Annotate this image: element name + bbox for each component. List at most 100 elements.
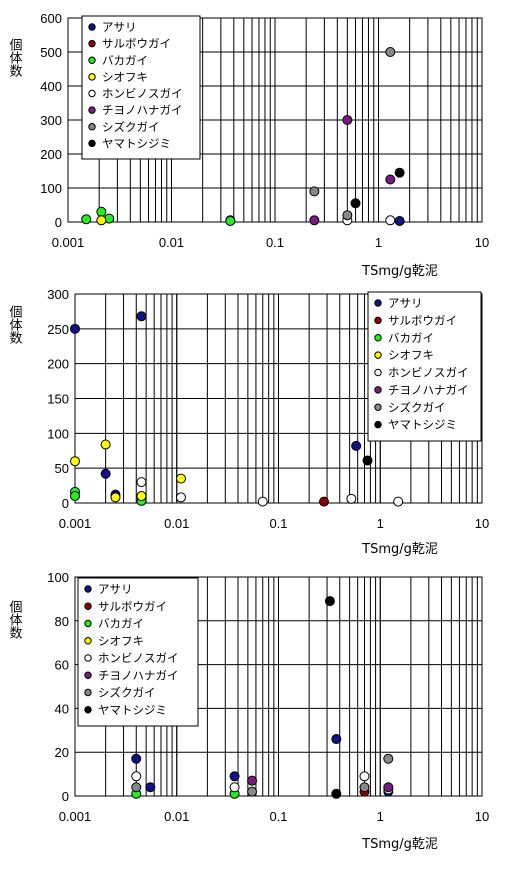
data-point: [136, 477, 147, 488]
data-point: [331, 788, 342, 799]
legend-label: ホンビノスガイ: [102, 87, 183, 101]
data-point: [145, 782, 156, 793]
y-tick-label: 60: [55, 658, 69, 673]
legend-label: チヨノハナガイ: [98, 668, 179, 682]
data-point: [229, 782, 240, 793]
data-point: [175, 492, 186, 503]
legend-label: ホンビノスガイ: [98, 651, 179, 665]
data-point: [229, 771, 240, 782]
data-point: [247, 775, 258, 786]
data-point: [346, 493, 357, 504]
x-tick-label: 0.01: [164, 516, 189, 531]
legend-label: アサリ: [388, 296, 423, 310]
legend-box: [81, 15, 201, 160]
legend-label: バカガイ: [388, 331, 434, 345]
y-tick-label: 200: [47, 357, 69, 372]
y-axis-label: 個体数: [7, 305, 23, 344]
data-point: [131, 771, 142, 782]
data-point: [136, 311, 147, 322]
y-tick-label: 100: [47, 570, 69, 585]
data-point: [350, 198, 361, 209]
legend-marker: [88, 23, 96, 31]
y-tick-label: 300: [40, 113, 62, 128]
legend-label: サルボウガイ: [98, 599, 167, 613]
legend-label: サルボウガイ: [102, 37, 171, 51]
data-point: [342, 115, 353, 125]
plot-area-border: [74, 576, 483, 797]
data-point: [131, 782, 142, 793]
legend-marker: [88, 73, 96, 81]
x-tick-label: 10: [475, 516, 489, 531]
legend-label: チヨノハナガイ: [388, 383, 469, 397]
legend-label: ヤマトシジミ: [102, 136, 171, 150]
data-point: [136, 491, 147, 502]
x-tick-label: 1: [377, 516, 384, 531]
y-tick-label: 500: [40, 45, 62, 60]
y-axis-label: 個体数: [7, 600, 23, 639]
legend-marker: [88, 106, 96, 114]
data-point: [110, 492, 121, 503]
x-tick-label: 0.01: [159, 235, 184, 250]
data-point: [394, 167, 405, 178]
data-point: [318, 496, 329, 507]
legend-box: [77, 577, 199, 727]
data-point: [96, 206, 107, 217]
data-point: [175, 473, 186, 484]
x-axis-label: TSmg/g乾泥: [361, 264, 438, 279]
legend-marker: [84, 654, 92, 662]
legend-marker: [374, 316, 382, 325]
data-point: [383, 753, 394, 764]
legend-label: シズクガイ: [102, 120, 160, 134]
data-point: [359, 771, 370, 782]
legend-marker: [84, 671, 92, 679]
y-tick-label: 0: [62, 496, 69, 511]
x-axis-label: TSmg/g乾泥: [361, 542, 438, 557]
x-tick-label: 0.001: [59, 516, 92, 531]
data-point: [324, 596, 335, 607]
y-tick-label: 400: [40, 79, 62, 94]
legend-label: アサリ: [102, 20, 137, 34]
legend-label: シオフキ: [98, 634, 144, 648]
data-point: [309, 186, 320, 197]
y-tick-label: 150: [47, 392, 69, 407]
x-tick-label: 10: [475, 809, 489, 824]
data-point: [81, 214, 92, 225]
data-point: [70, 491, 80, 502]
legend-marker: [374, 334, 382, 342]
plot-area-border: [74, 293, 483, 504]
x-tick-label: 0.001: [52, 235, 85, 250]
data-point: [247, 786, 258, 797]
legend-label: ヤマトシジミ: [98, 703, 167, 717]
legend-marker: [374, 386, 382, 394]
data-points: [131, 596, 394, 799]
data-point: [393, 496, 404, 507]
data-points: [81, 47, 405, 226]
x-tick-label: 0.1: [269, 809, 287, 824]
y-tick-label: 40: [55, 701, 69, 716]
data-point: [331, 734, 342, 745]
x-tick-label: 10: [475, 235, 489, 250]
legend-label: シオフキ: [388, 348, 434, 362]
y-tick-label: 20: [55, 745, 69, 760]
legend-label: シズクガイ: [98, 686, 156, 700]
legend-marker: [84, 619, 92, 628]
data-point: [385, 215, 396, 226]
y-tick-label: 100: [40, 181, 62, 196]
legend-marker: [84, 637, 92, 645]
legend-marker: [84, 706, 92, 714]
x-tick-label: 1: [377, 809, 384, 824]
data-point: [385, 47, 396, 57]
legend-label: バカガイ: [102, 53, 148, 67]
y-tick-label: 200: [40, 147, 62, 162]
data-point: [351, 440, 362, 451]
scatter-chart-1: 0 100 200 300 400 500 600 0.001 0.01 0.1 1 10 個体数 TSm…: [7, 11, 490, 279]
x-tick-label: 0.001: [59, 809, 92, 824]
data-point: [257, 496, 268, 507]
legend-marker: [88, 123, 96, 131]
data-point: [394, 215, 405, 226]
legend-marker: [88, 39, 96, 48]
y-tick-label: 80: [55, 614, 69, 629]
legend-label: アサリ: [98, 582, 133, 596]
legend-label: ホンビノスガイ: [388, 366, 469, 380]
